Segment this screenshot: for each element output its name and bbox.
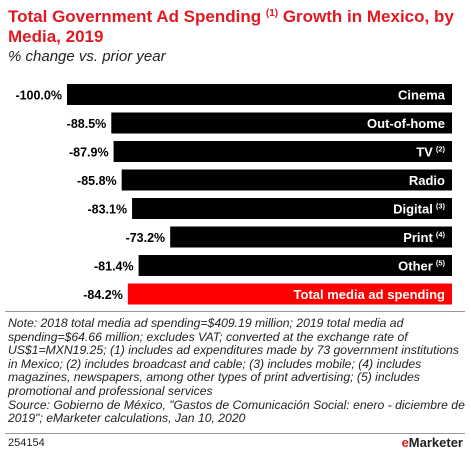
value-label: -83.1% (87, 203, 127, 217)
emarketer-logo: eMarketer (401, 435, 463, 450)
category-label: Cinema (398, 88, 446, 103)
title-rest: Growth in Mexico, by Media, 2019 (8, 7, 454, 46)
category-label: TV (2) (416, 145, 445, 160)
chart-subtitle: % change vs. prior year (8, 48, 166, 65)
title-footnote-marker: (1) (265, 8, 279, 19)
value-label: -87.9% (69, 146, 109, 160)
category-label: Digital (3) (393, 202, 445, 217)
category-label: Print (4) (403, 230, 445, 245)
value-label: -73.2% (126, 231, 166, 245)
bar-tv (113, 141, 453, 162)
note-text: Note: 2018 total media ad spending=$409.… (8, 316, 459, 398)
category-label: Total media ad spending (294, 287, 446, 302)
bar-print (170, 226, 452, 248)
title-main: Total Government Ad Spending (8, 7, 262, 26)
divider (5, 311, 465, 312)
value-label: -100.0% (15, 89, 62, 103)
bar-other (138, 255, 453, 276)
bar-total-media-ad-spending (127, 283, 452, 305)
value-label: -84.2% (83, 288, 123, 302)
bar-out-of-home (111, 112, 453, 134)
value-label: -88.5% (67, 117, 107, 131)
category-label: Other (5) (398, 259, 445, 274)
value-label: -85.8% (77, 174, 117, 188)
chart-title: Total Government Ad Spending (1) Growth … (8, 4, 468, 47)
bar-cinema (67, 84, 452, 105)
value-label: -81.4% (94, 260, 134, 274)
bar-digital (132, 198, 452, 219)
category-label: Radio (409, 173, 445, 188)
bar-radio (121, 169, 453, 191)
source-text: Source: Gobierno de México, "Gastos de C… (8, 397, 465, 426)
bar-chart: -100.0% Cinema -88.5% Out-of-home -87.9% TV (2… (15, 84, 453, 305)
chart-id: 254154 (8, 437, 45, 449)
chart-notes: Note: 2018 total media ad spending=$409.… (8, 316, 468, 426)
footer-divider (5, 433, 465, 434)
category-label: Out-of-home (367, 116, 445, 131)
